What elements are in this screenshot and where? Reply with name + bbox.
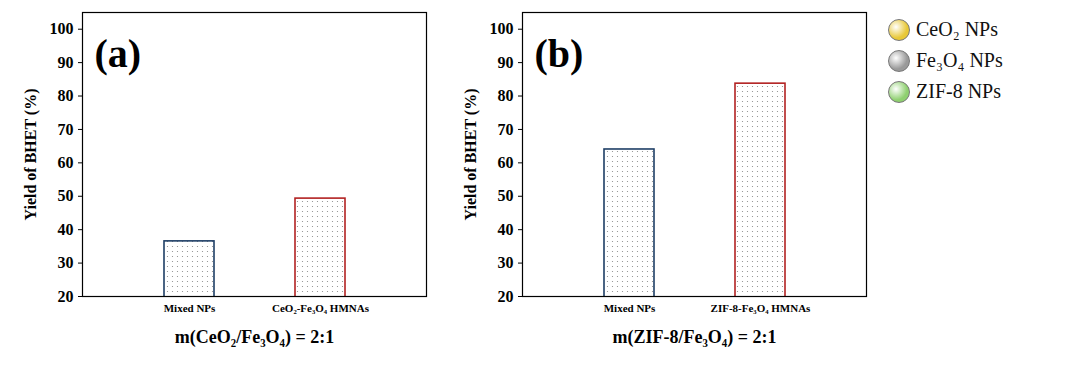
svg-text:m(CeO₂/Fe₃O₄) = 2:1: m(CeO₂/Fe₃O₄) = 2:1 <box>175 327 334 348</box>
svg-text:70: 70 <box>58 121 74 138</box>
svg-text:30: 30 <box>498 254 514 271</box>
svg-text:Yield of BHET (%): Yield of BHET (%) <box>462 88 480 220</box>
html-text:ZIF-8 NPs: ZIF-8 NPs <box>916 80 1001 102</box>
svg-text:100: 100 <box>50 20 74 37</box>
svg-text:20: 20 <box>498 288 514 305</box>
svg-text:90: 90 <box>498 54 514 71</box>
svg-text:Mixed NPs: Mixed NPs <box>164 302 216 314</box>
html-text:Fe₃O₄ NPs: Fe₃O₄ NPs <box>916 49 1003 71</box>
svg-text:ZIF-8-Fe₃O₄ HMNAs: ZIF-8-Fe₃O₄ HMNAs <box>711 302 811 314</box>
svg-text:Mixed NPs: Mixed NPs <box>604 302 656 314</box>
svg-text:m(ZIF-8/Fe₃O₄) = 2:1: m(ZIF-8/Fe₃O₄) = 2:1 <box>612 327 776 348</box>
svg-text:40: 40 <box>498 221 514 238</box>
svg-text:20: 20 <box>58 288 74 305</box>
svg-text:50: 50 <box>58 187 74 204</box>
html-text:CeO₂ NPs: CeO₂ NPs <box>916 18 998 40</box>
svg-text:100: 100 <box>490 20 514 37</box>
svg-text:Yield of BHET (%): Yield of BHET (%) <box>22 88 40 220</box>
svg-text:(b): (b) <box>535 31 584 76</box>
svg-text:30: 30 <box>58 254 74 271</box>
svg-text:40: 40 <box>58 221 74 238</box>
svg-text:60: 60 <box>58 154 74 171</box>
svg-text:CeO₂-Fe₃O₄ HMNAs: CeO₂-Fe₃O₄ HMNAs <box>272 302 370 314</box>
svg-text:80: 80 <box>498 87 514 104</box>
svg-text:50: 50 <box>498 187 514 204</box>
svg-text:60: 60 <box>498 154 514 171</box>
svg-text:70: 70 <box>498 121 514 138</box>
svg-text:(a): (a) <box>95 31 142 76</box>
svg-text:90: 90 <box>58 54 74 71</box>
svg-text:80: 80 <box>58 87 74 104</box>
